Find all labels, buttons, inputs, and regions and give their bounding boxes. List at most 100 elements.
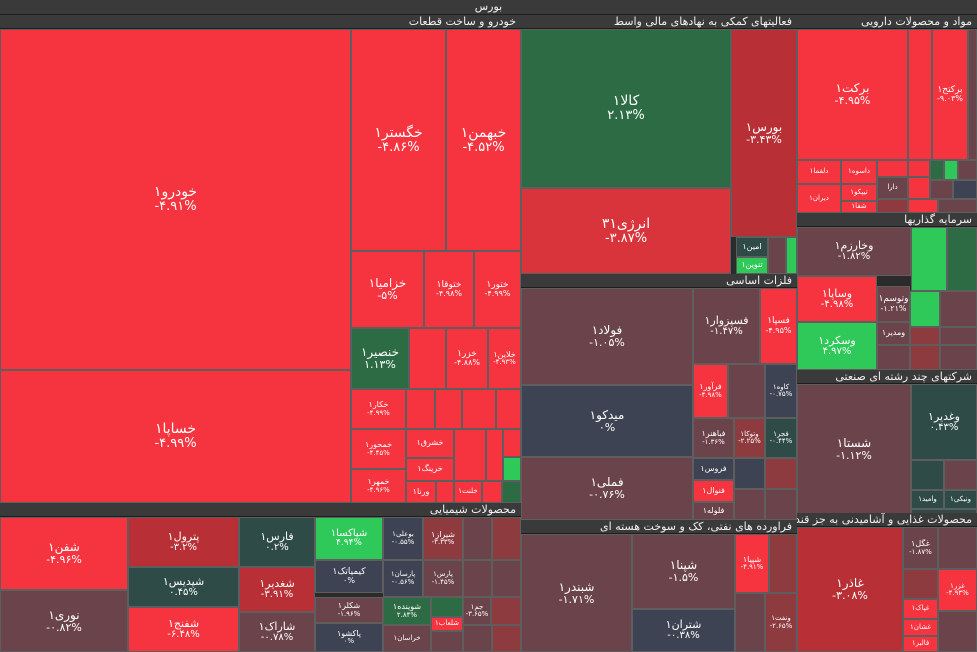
treemap-filler-cell[interactable] [908, 160, 930, 177]
treemap-filler-cell[interactable] [492, 517, 521, 560]
treemap-filler-cell[interactable] [944, 460, 977, 490]
treemap-tile[interactable]: خکار۱ -۴.۹۹% [351, 389, 406, 429]
treemap-tile[interactable]: ونیکی۱ [944, 490, 977, 509]
treemap-filler-cell[interactable] [940, 327, 977, 345]
treemap-filler-cell[interactable] [435, 389, 462, 429]
treemap-filler-cell[interactable] [734, 489, 765, 520]
treemap-tile[interactable]: فولاد۱ -۱.۰۵% [521, 288, 693, 385]
treemap-tile[interactable]: شغدیر۱ -۳.۹۱% [239, 567, 315, 612]
treemap-tile[interactable]: خلنت۱ [454, 481, 482, 503]
treemap-tile[interactable]: کالا۱ ۲.۱۳% [521, 29, 731, 188]
treemap-tile[interactable]: وسکرد۱ ۴.۹۷% [797, 322, 877, 370]
treemap-tile[interactable]: تنوین۱ [736, 257, 768, 274]
treemap-tile[interactable]: دلقما۱ [797, 160, 841, 184]
treemap-tile[interactable]: شفنج۱ -۶.۴۸% [128, 607, 239, 652]
treemap-tile[interactable]: شوینده۱ ۲.۸۴% [383, 597, 431, 625]
treemap-tile[interactable]: ختور۱ -۴.۹۹% [474, 251, 521, 328]
treemap-tile[interactable]: ومدیر۱ [877, 322, 910, 345]
treemap-tile[interactable]: پارس۱ -۱.۴۵% [423, 560, 463, 597]
treemap-filler-cell[interactable] [877, 160, 908, 177]
treemap-filler-cell[interactable] [502, 481, 521, 503]
treemap-filler-cell[interactable] [735, 593, 765, 652]
treemap-filler-cell[interactable] [786, 237, 797, 274]
treemap-filler-cell[interactable] [431, 597, 463, 617]
treemap-tile[interactable]: خزر۱ -۴.۸۸% [446, 328, 488, 389]
treemap-tile[interactable]: غزر۱ -۴.۹۳% [938, 569, 977, 611]
treemap-tile[interactable]: خودرو۱ -۴.۹۱% [0, 29, 351, 370]
treemap-filler-cell[interactable] [877, 199, 908, 213]
treemap-tile[interactable]: وتوسم۱ -۱.۲۱% [877, 286, 910, 322]
treemap-filler-cell[interactable] [930, 180, 953, 199]
treemap-filler-cell[interactable] [938, 611, 977, 652]
treemap-tile[interactable]: فسپزوار۱ -۱.۴۷% [693, 288, 760, 364]
treemap-tile[interactable]: برکت۱ -۴.۹۵% [797, 29, 908, 160]
treemap-tile[interactable]: خلاین۱ -۴.۹۳% [488, 328, 521, 389]
treemap-filler-cell[interactable] [765, 489, 797, 520]
treemap-tile[interactable]: شپاکسا۱ ۴.۹۴% [315, 517, 383, 560]
treemap-tile[interactable]: میدکو۱ ۰% [521, 385, 693, 457]
treemap-filler-cell[interactable] [436, 481, 454, 503]
treemap-filler-cell[interactable] [908, 29, 932, 160]
treemap-tile[interactable]: بورس۱ -۳.۴۳% [731, 29, 797, 237]
treemap-filler-cell[interactable] [968, 29, 977, 160]
treemap-tile[interactable]: خمهر۱ -۴.۹۶% [351, 469, 406, 503]
treemap-filler-cell[interactable] [482, 481, 502, 503]
treemap-filler-cell[interactable] [463, 625, 492, 652]
treemap-tile[interactable]: وساپا۱ -۴.۹۸% [797, 276, 877, 322]
treemap-tile[interactable]: پارسان۱ -۰.۵۶% [383, 560, 423, 597]
treemap-tile[interactable]: ونفت۱ -۲.۶۵% [765, 593, 797, 652]
treemap-tile[interactable]: غگل۱ -۱.۸۷% [903, 527, 938, 569]
treemap-tile[interactable]: وتوکا۱ -۲.۲۵% [734, 418, 765, 458]
treemap-filler-cell[interactable] [454, 429, 486, 481]
treemap-tile[interactable]: شپنا۱ -۱.۵% [632, 534, 735, 609]
treemap-tile[interactable]: شاراک۱ -۰.۷۸% [239, 612, 315, 652]
treemap-filler-cell[interactable] [431, 631, 463, 652]
treemap-filler-cell[interactable] [938, 527, 977, 569]
treemap-tile[interactable]: خمحور۱ -۴.۴۵% [351, 429, 406, 469]
treemap-filler-cell[interactable] [877, 345, 910, 370]
treemap-tile[interactable]: پترول۱ -۳.۲% [128, 517, 239, 567]
treemap-tile[interactable]: بوعلی۱ -۰.۵۵% [383, 517, 423, 560]
treemap-tile[interactable]: ورنا۱ [406, 481, 436, 503]
treemap-tile[interactable]: فالبر۱ [903, 636, 938, 652]
treemap-tile[interactable]: خراسان۱ [383, 625, 431, 652]
treemap-tile[interactable]: خگستر۱ -۴.۸۶% [351, 29, 446, 251]
treemap-tile[interactable]: خساپا۱ -۴.۹۹% [0, 370, 351, 503]
treemap-tile[interactable]: شستا۱ -۱.۱۲% [797, 384, 911, 514]
treemap-tile[interactable]: شیراز۱ -۳.۳۳% [423, 517, 463, 560]
treemap-filler-cell[interactable] [734, 458, 765, 489]
treemap-filler-cell[interactable] [947, 227, 977, 291]
treemap-tile[interactable]: داسوه۱ [841, 160, 877, 184]
treemap-tile[interactable]: خبهمن۱ -۴.۵۲% [446, 29, 521, 251]
treemap-filler-cell[interactable] [953, 180, 977, 199]
treemap-filler-cell[interactable] [908, 177, 930, 199]
treemap-filler-cell[interactable] [958, 160, 977, 180]
treemap-filler-cell[interactable] [908, 199, 938, 213]
treemap-filler-cell[interactable] [496, 389, 521, 429]
treemap-tile[interactable]: شپدیس۱ ۰.۴۵% [128, 567, 239, 607]
treemap-filler-cell[interactable] [930, 160, 944, 180]
treemap-tile[interactable]: دیران۱ [797, 184, 841, 213]
treemap-tile[interactable]: فملی۱ -۰.۷۶% [521, 457, 693, 520]
treemap-filler-cell[interactable] [910, 345, 940, 370]
treemap-tile[interactable]: فروس۱ [693, 458, 734, 480]
treemap-tile[interactable]: شپیا۱ -۴.۹۱% [735, 534, 769, 593]
treemap-tile[interactable]: تیپکو۱ [841, 184, 877, 201]
treemap-tile[interactable]: نوری۱ -۰.۸۲% [0, 590, 128, 652]
treemap-filler-cell[interactable] [910, 327, 940, 345]
treemap-tile[interactable]: فجر۱ -۰.۴۴% [765, 418, 797, 458]
treemap-tile[interactable]: امین۱ [736, 237, 768, 257]
treemap-tile[interactable]: خزامیا۱ -۵% [351, 251, 424, 328]
treemap-tile[interactable]: کاوه۱ -۰.۷۵% [765, 364, 797, 418]
treemap-filler-cell[interactable] [944, 160, 958, 180]
treemap-tile[interactable]: شفن۱ -۴.۹۶% [0, 517, 128, 590]
treemap-tile[interactable]: فرآور۱ -۴.۹۸% [693, 364, 728, 418]
treemap-tile[interactable]: غاذر۱ -۳.۰۸% [797, 527, 903, 652]
treemap-tile[interactable]: فارس۱ ۰.۲% [239, 517, 315, 567]
treemap-filler-cell[interactable] [503, 457, 521, 481]
treemap-filler-cell[interactable] [406, 389, 435, 429]
treemap-tile[interactable]: پاکشو۱ ۰% [315, 623, 383, 652]
treemap-tile[interactable]: خشرق۱ [406, 429, 454, 458]
treemap-tile[interactable]: وغدیر۱ ۰.۴۳% [911, 384, 977, 460]
treemap-filler-cell[interactable] [903, 569, 938, 599]
